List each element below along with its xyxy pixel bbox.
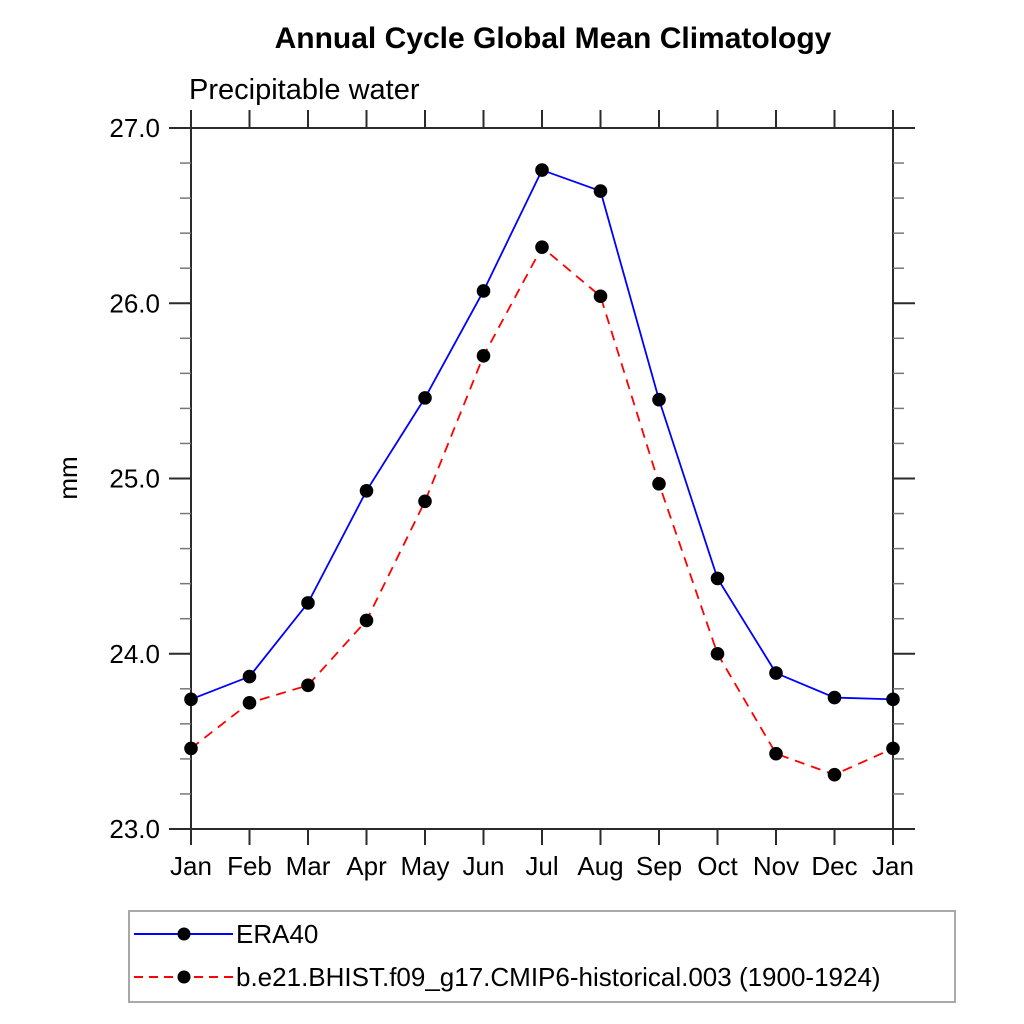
x-tick-label: Dec — [811, 851, 857, 881]
x-tick-label: Nov — [753, 851, 799, 881]
data-point — [827, 690, 842, 705]
x-tick-label: Jun — [463, 851, 505, 881]
legend-label: ERA40 — [236, 918, 319, 949]
legend-marker-dot — [177, 927, 191, 941]
data-point — [184, 692, 198, 707]
data-point — [301, 678, 315, 693]
y-tick-label: 23.0 — [109, 814, 160, 844]
x-tick-label: Apr — [346, 851, 387, 881]
data-point — [886, 692, 900, 707]
chart-title: Annual Cycle Global Mean Climatology — [274, 22, 832, 55]
data-point — [301, 596, 315, 610]
data-point — [535, 240, 549, 254]
legend-line-sample — [134, 927, 233, 941]
data-point — [593, 289, 608, 304]
x-tick-label: Feb — [227, 851, 272, 881]
data-point — [652, 476, 666, 491]
data-point — [418, 494, 432, 509]
x-tick-label: Jul — [525, 851, 558, 881]
x-tick-label: Jan — [872, 851, 914, 881]
data-point — [476, 284, 491, 298]
data-point — [359, 483, 374, 498]
data-point — [769, 666, 783, 680]
data-point — [886, 741, 900, 756]
data-point — [593, 184, 608, 198]
legend-line-sample — [134, 970, 233, 984]
data-point — [710, 646, 725, 661]
series-line-model — [190, 245, 894, 776]
y-tick-label: 24.0 — [109, 639, 160, 669]
legend-marker-dot — [177, 970, 191, 984]
x-tick-label: Mar — [286, 851, 331, 881]
data-point — [652, 392, 666, 407]
x-tick-label: Jan — [170, 851, 212, 881]
x-tick-label: Sep — [636, 851, 682, 881]
x-tick-label: Aug — [577, 851, 623, 881]
y-tick-label: 25.0 — [109, 464, 160, 494]
data-point — [359, 613, 374, 628]
x-tick-label: May — [400, 851, 449, 881]
data-point — [827, 767, 842, 782]
data-point — [769, 746, 783, 761]
data-point — [710, 571, 725, 586]
legend-row-era40: ERA40 — [133, 918, 319, 949]
x-tick-label: Oct — [697, 851, 738, 881]
y-tick-label: 26.0 — [109, 288, 160, 318]
data-point — [535, 163, 549, 177]
chart-subtitle: Precipitable water — [189, 74, 420, 106]
data-point — [242, 696, 257, 710]
y-tick-label: 27.0 — [109, 113, 160, 143]
legend-label: b.e21.BHIST.f09_g17.CMIP6-historical.003… — [236, 961, 881, 992]
data-point — [242, 669, 257, 684]
data-point — [184, 741, 198, 756]
legend-row-model: b.e21.BHIST.f09_g17.CMIP6-historical.003… — [133, 961, 881, 992]
legend-box: ERA40 b.e21.BHIST.f09_g17.CMIP6-historica… — [128, 910, 956, 1003]
data-point — [476, 349, 491, 363]
data-point — [418, 391, 432, 405]
